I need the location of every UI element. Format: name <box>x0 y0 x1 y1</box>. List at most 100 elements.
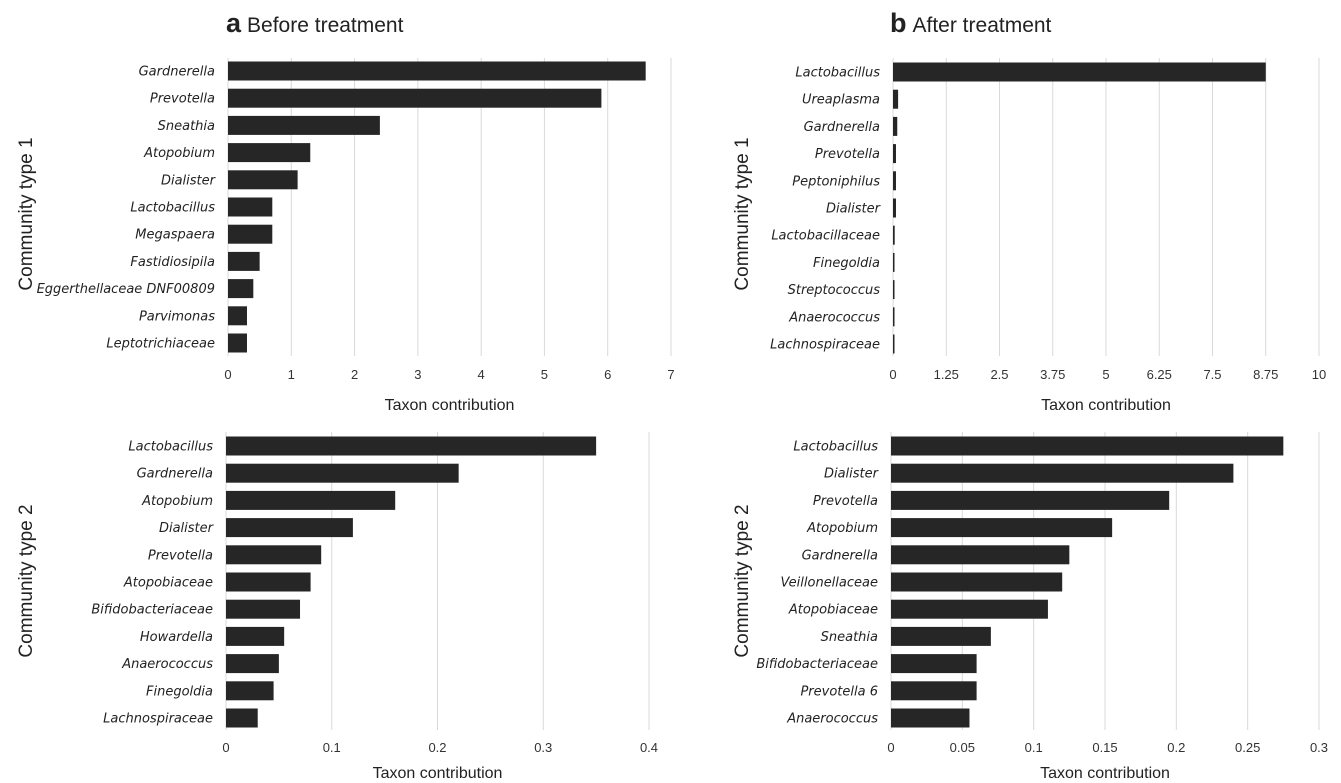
panel-b-letter: b <box>890 8 907 38</box>
chart-1-x-tick-label: 2 <box>351 367 358 382</box>
chart-4-bar <box>891 436 1284 456</box>
chart-4-category-label: Bifidobacteriaceae <box>756 657 878 672</box>
chart-3-x-tick-label: 0.2 <box>428 740 446 755</box>
chart-1-category-label: Sneathia <box>158 119 215 134</box>
chart-3-category-label: Gardnerella <box>137 467 213 482</box>
chart-4-x-tick-label: 0.15 <box>1092 740 1117 755</box>
chart-1-x-tick-label: 4 <box>478 367 485 382</box>
chart-2-category-label: Streptococcus <box>788 283 881 298</box>
chart-1-x-tick-label: 7 <box>667 367 674 382</box>
chart-3-category-label: Bifidobacteriaceae <box>91 603 213 618</box>
chart-2-bar <box>893 116 898 136</box>
chart-4-category-label: Atopobiaceae <box>788 603 878 618</box>
chart-3-row-label: Community type 2 <box>16 504 37 657</box>
chart-2-category-label: Finegoldia <box>813 256 880 271</box>
panel-b-heading: b After treatment <box>890 8 1051 39</box>
chart-1-bar <box>228 88 602 108</box>
chart-4-x-tick-label: 0 <box>887 740 894 755</box>
chart-3-category-label: Howardella <box>140 630 213 645</box>
chart-4-x-tick-label: 0.1 <box>1025 740 1043 755</box>
chart-4-row-label: Community type 2 <box>732 504 753 657</box>
chart-4-bar <box>891 545 1070 565</box>
panel-a-letter: a <box>226 8 242 38</box>
chart-3-x-tick-label: 0 <box>222 740 229 755</box>
chart-2-category-label: Lachnospiraceae <box>770 338 880 353</box>
chart-3-bar <box>226 490 396 510</box>
chart-1-bar <box>228 143 311 163</box>
chart-4-bar <box>891 708 970 728</box>
chart-1-row-label: Community type 1 <box>16 137 37 290</box>
chart-3-bar <box>226 626 285 646</box>
chart-1-category-label: Lactobacillus <box>130 201 215 216</box>
chart-2-bar <box>893 225 895 245</box>
chart-1-x-axis-title: Taxon contribution <box>385 397 515 414</box>
chart-2-x-tick-label: 10 <box>1312 367 1326 382</box>
chart-1-x-tick-label: 5 <box>541 367 548 382</box>
chart-1-bar <box>228 115 380 135</box>
chart-4-x-tick-label: 0.2 <box>1167 740 1185 755</box>
chart-4-category-label: Prevotella 6 <box>800 684 878 699</box>
chart-2-category-label: Lactobacillus <box>795 66 880 81</box>
chart-4-bar <box>891 463 1234 483</box>
chart-3-bar <box>226 599 301 619</box>
chart-1-category-label: Eggerthellaceae DNF00809 <box>37 282 215 297</box>
chart-2-x-tick-label: 8.75 <box>1253 367 1278 382</box>
chart-2-category-label: Dialister <box>826 202 882 217</box>
chart-2-category-label: Anaerococcus <box>788 310 880 325</box>
chart-4-x-tick-label: 0.3 <box>1310 740 1328 755</box>
chart-4-category-label: Dialister <box>824 467 880 482</box>
chart-3-x-tick-label: 0.3 <box>534 740 552 755</box>
chart-1-bar <box>228 197 273 217</box>
chart-4-x-axis-title: Taxon contribution <box>1040 765 1170 782</box>
chart-3-bar <box>226 545 322 565</box>
chart-4-category-label: Veillonellaceae <box>781 576 878 591</box>
chart-3-bar <box>226 572 311 592</box>
chart-3-x-axis-title: Taxon contribution <box>373 765 503 782</box>
chart-1-category-label: Atopobium <box>143 146 215 161</box>
chart-3-bar <box>226 463 459 483</box>
chart-1-category-label: Prevotella <box>150 92 215 107</box>
chart-2-bar <box>893 144 896 164</box>
chart-4-category-label: Anaerococcus <box>786 712 878 727</box>
chart-4-category-label: Prevotella <box>813 494 878 509</box>
chart-3-x-tick-label: 0.1 <box>323 740 341 755</box>
chart-3-category-label: Lachnospiraceae <box>103 712 213 727</box>
chart-2-category-label: Ureaplasma <box>802 93 880 108</box>
chart-4-bar <box>891 626 991 646</box>
chart-3-category-label: Anaerococcus <box>121 657 213 672</box>
chart-2-category-label: Peptoniphilus <box>792 174 880 189</box>
chart-4-bar <box>891 572 1063 592</box>
chart-4-x-tick-label: 0.05 <box>950 740 975 755</box>
chart-1-category-label: Megaspaera <box>135 228 215 243</box>
chart-4-bar <box>891 490 1170 510</box>
panel-a-heading: a Before treatment <box>226 8 403 39</box>
chart-2-x-tick-label: 5 <box>1102 367 1109 382</box>
chart-3-category-label: Prevotella <box>148 548 213 563</box>
chart-2-bar <box>893 62 1266 82</box>
chart-2-x-tick-label: 7.5 <box>1203 367 1221 382</box>
chart-2-bar <box>893 198 896 218</box>
chart-2-row-label: Community type 1 <box>732 137 753 290</box>
chart-3-category-label: Atopobiaceae <box>123 576 213 591</box>
chart-4-bar <box>891 599 1048 619</box>
chart-1-bar <box>228 224 273 244</box>
chart-1-bar <box>228 279 254 299</box>
chart-3-bar <box>226 681 274 701</box>
chart-2-x-axis-title: Taxon contribution <box>1041 397 1171 414</box>
chart-2-x-tick-label: 1.25 <box>934 367 959 382</box>
chart-1-category-label: Fastidiosipila <box>130 255 215 270</box>
chart-2-x-tick-label: 0 <box>889 367 896 382</box>
chart-1-x-tick-label: 0 <box>224 367 231 382</box>
chart-4-category-label: Atopobium <box>806 521 878 536</box>
chart-3-bar <box>226 654 279 674</box>
chart-4-x-tick-label: 0.25 <box>1235 740 1260 755</box>
chart-4-bar <box>891 681 977 701</box>
chart-2-bar <box>893 89 899 109</box>
chart-4-category-label: Lactobacillus <box>793 440 878 455</box>
chart-2-category-label: Gardnerella <box>804 120 880 135</box>
chart-3-bar <box>226 518 353 538</box>
chart-4-bar <box>891 654 977 674</box>
chart-1-bar <box>228 333 247 353</box>
chart-1-category-label: Leptotrichiaceae <box>106 337 215 352</box>
